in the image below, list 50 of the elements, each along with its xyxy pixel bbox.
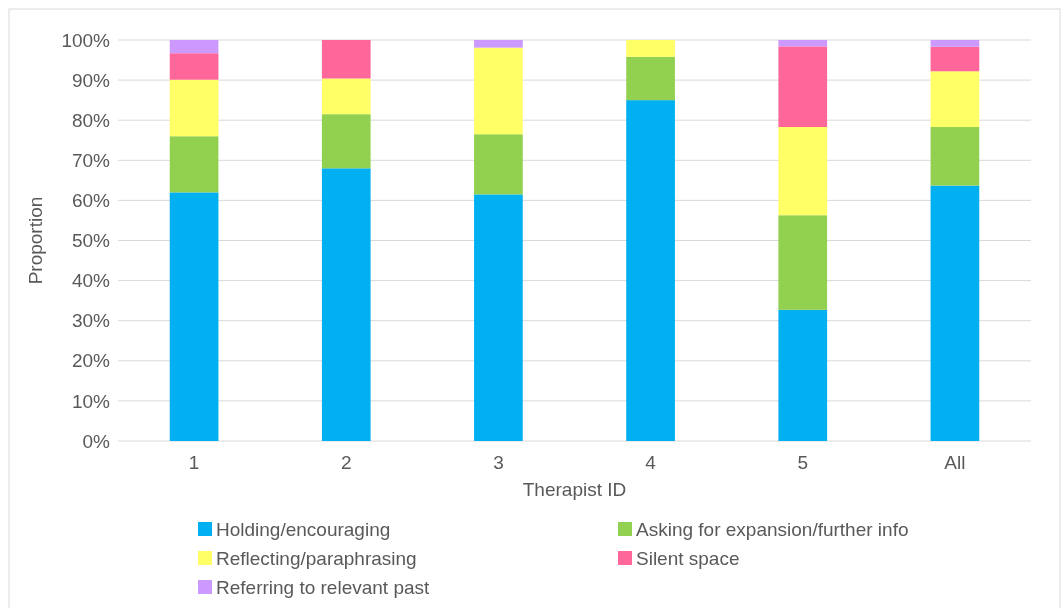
legend-label: Silent space [636,547,740,569]
bar [169,53,219,80]
x-tick-label: 4 [645,452,657,473]
bar [930,40,980,47]
legend-label: Asking for expansion/further info [636,518,909,540]
bar [626,40,675,57]
bar [169,40,219,54]
x-tick-label: All [944,452,966,473]
x-tick-label: 2 [340,452,352,473]
y-tick-label: 50% [71,230,111,252]
x-tick-label: 3 [493,452,504,473]
y-tick-label: 40% [71,270,111,292]
bar [778,127,828,216]
bar [930,46,980,72]
bar [930,71,980,128]
y-axis-title: Proportion [25,196,46,285]
x-axis-title: Therapist ID [522,479,627,500]
legend-label: Reflecting/paraphrasing [216,547,417,569]
y-tick-label: 80% [71,109,111,131]
bar [930,127,980,186]
y-tick-label: 20% [71,350,111,372]
bar [321,114,371,169]
bar [169,136,219,193]
bar [778,46,828,128]
bar [321,78,371,115]
bar [778,215,828,310]
y-tick-label: 90% [71,69,111,91]
bar [474,134,523,195]
y-tick-label: 0% [82,430,111,452]
y-tick-label: 10% [71,390,111,412]
bar [169,192,219,441]
x-tick-label: 5 [797,452,809,473]
bar [626,100,675,441]
bar [474,40,523,48]
bar [169,79,219,137]
bar [474,47,523,135]
y-tick-label: 30% [71,310,111,332]
bar [626,56,675,101]
bar [930,185,980,441]
bar [474,194,523,441]
y-tick-label: 60% [71,190,111,212]
y-tick-label: 70% [71,149,111,171]
x-tick-label: 1 [188,452,200,473]
bar [321,168,371,441]
bar [321,40,371,79]
y-tick-label: 100% [61,29,111,51]
bar [778,309,828,441]
legend-label: Holding/encouraging [216,518,391,540]
legend-label: Referring to relevant past [216,576,431,598]
bar [778,40,828,47]
